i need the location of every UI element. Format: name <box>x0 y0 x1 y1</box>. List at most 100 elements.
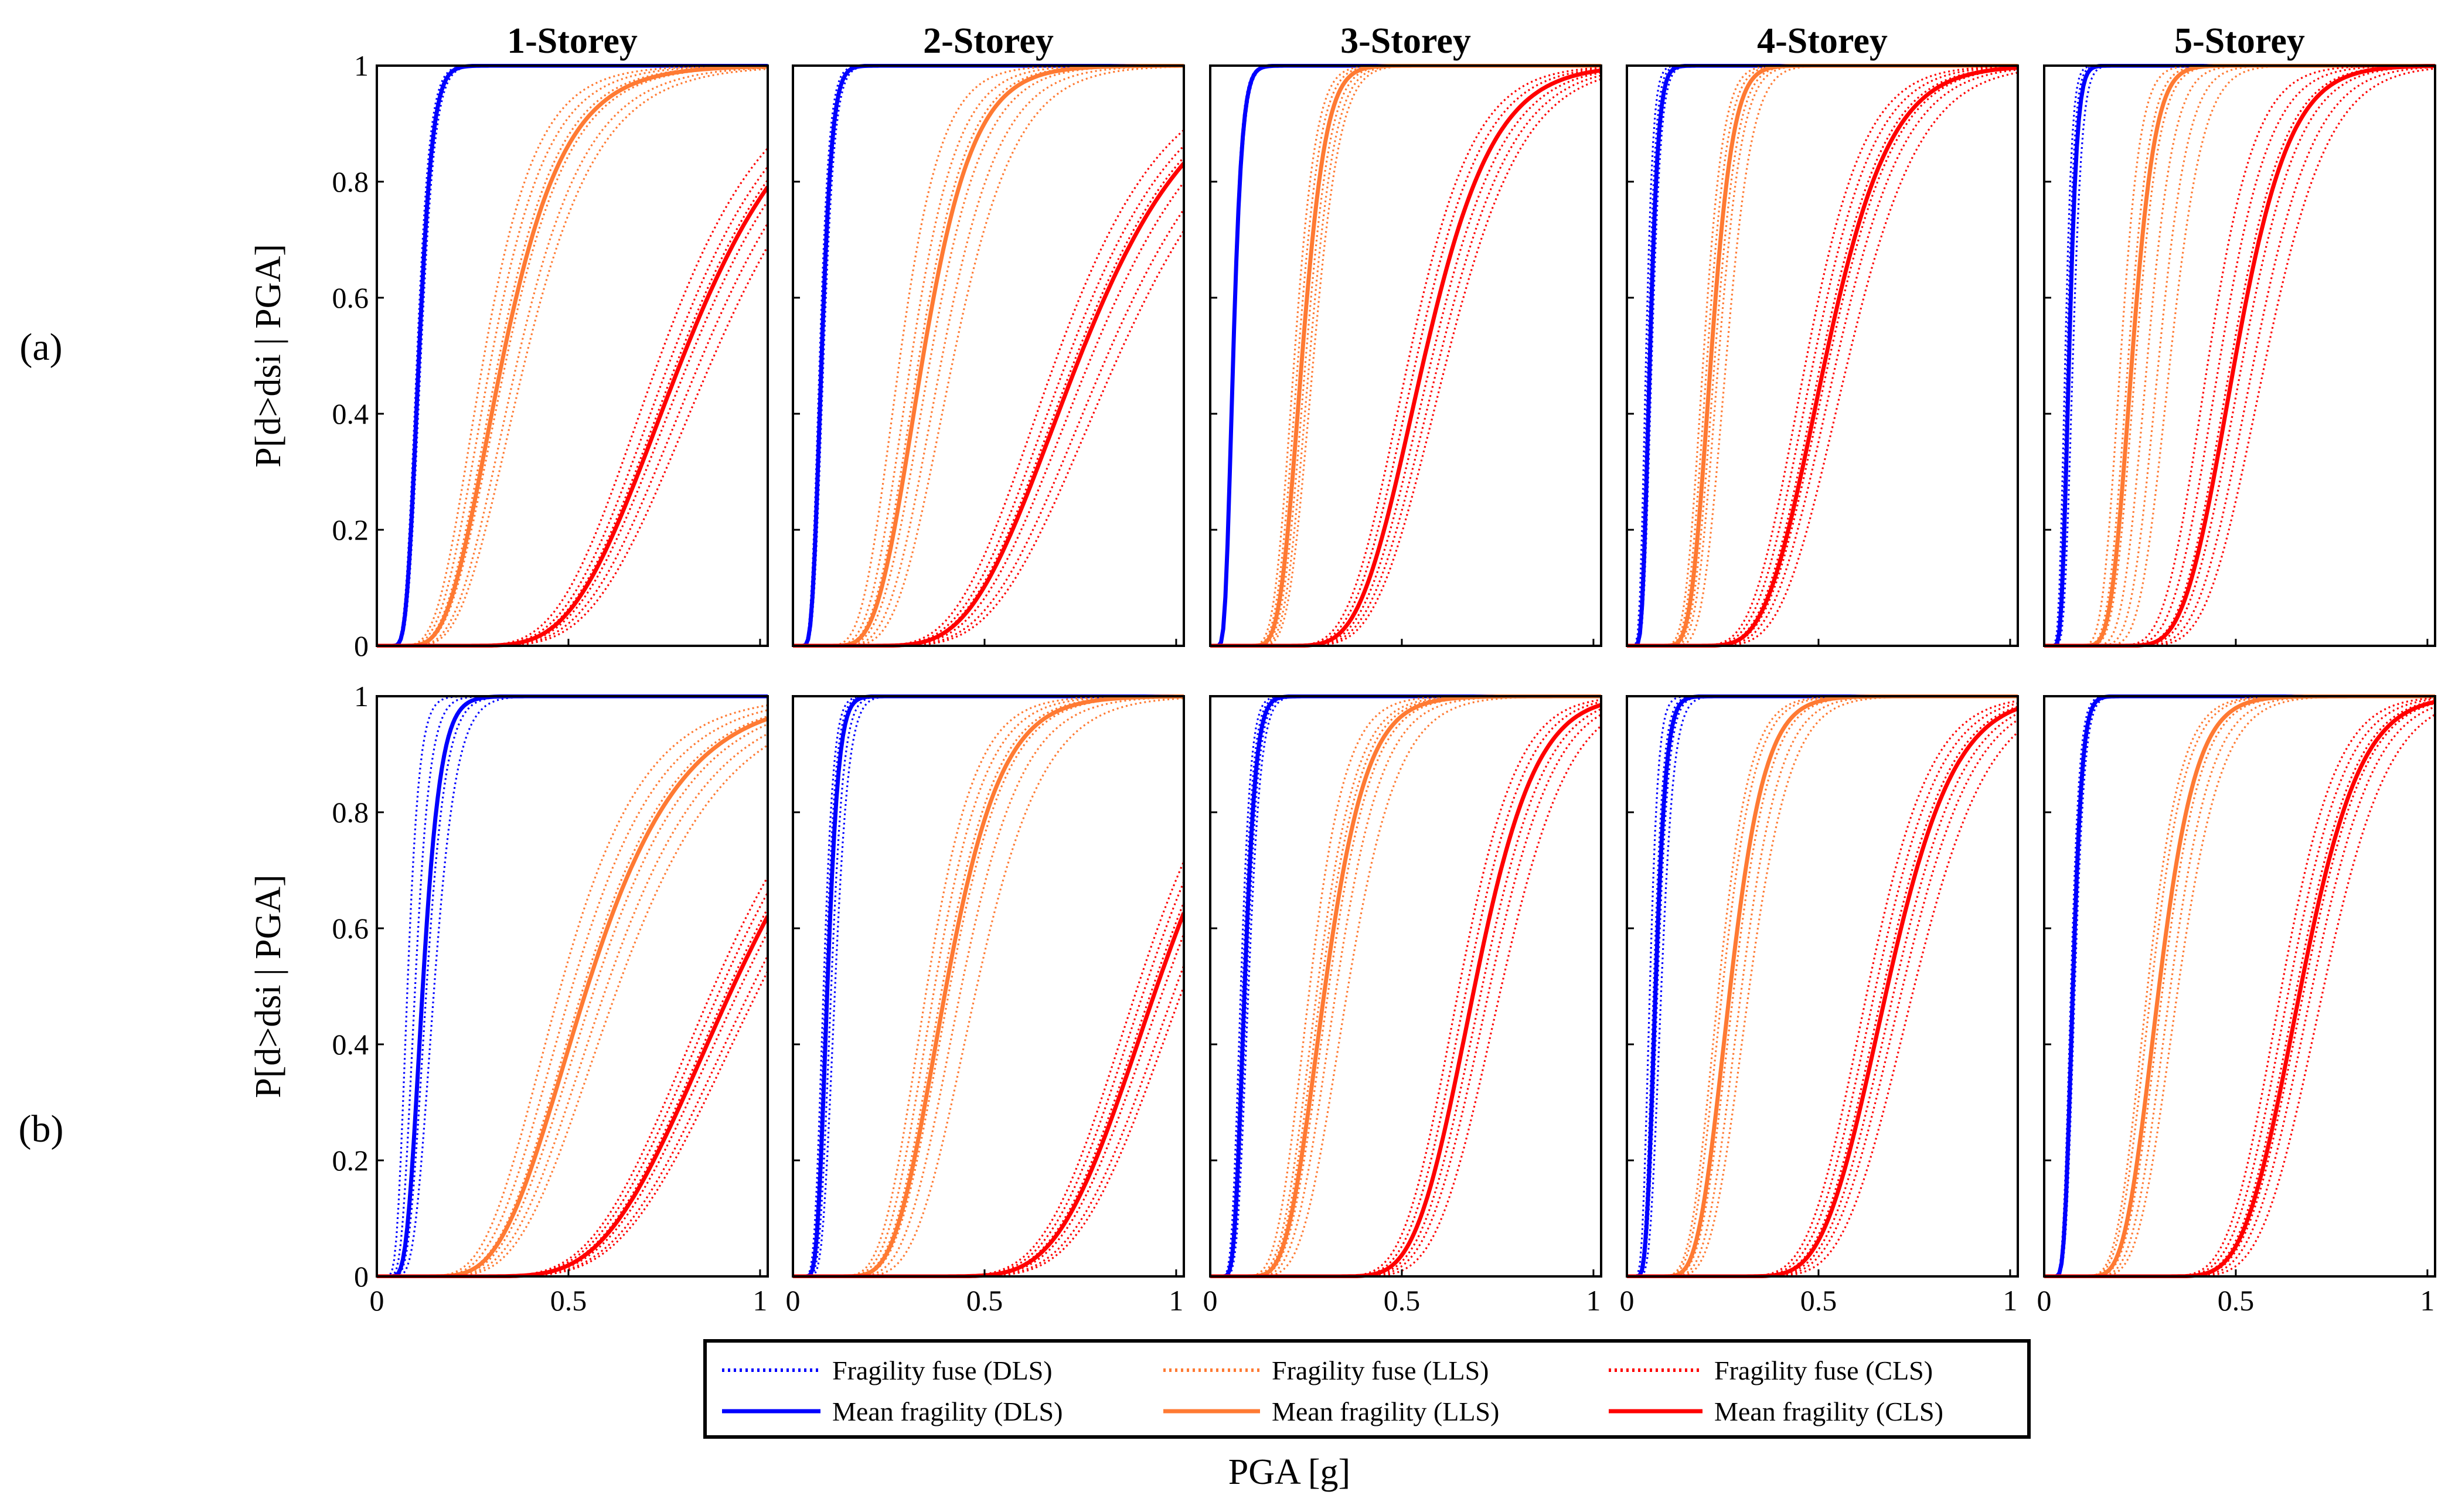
x-tick-label: 0 <box>786 1284 801 1317</box>
fuse-curve-cls-1 <box>377 147 768 647</box>
fuse-curve-cls-2 <box>377 892 768 1278</box>
fuse-curve-cls-6 <box>2044 67 2435 647</box>
fuse-curve-dls-5 <box>1210 695 1601 1278</box>
x-tick-label: 0 <box>1620 1284 1635 1317</box>
fuse-curve-cls-2 <box>793 145 1184 647</box>
x-tick-label: 1 <box>1586 1284 1601 1317</box>
y-tick-label: 0.8 <box>332 165 369 198</box>
fuse-curve-cls-6 <box>2044 713 2435 1278</box>
axes-frame <box>1209 64 1602 647</box>
y-tick-label: 0 <box>354 629 369 662</box>
y-axis-label-a: P[d>dsi | PGA] <box>248 244 288 468</box>
x-tick-label: 0.5 <box>966 1284 1003 1317</box>
axes-frame <box>2043 64 2436 647</box>
fuse-curve-dls-1 <box>377 695 768 1278</box>
panel-a-2: 2-Storey <box>792 21 1185 648</box>
fuse-curve-lls-5 <box>793 696 1184 1278</box>
panel-b-1: 0 0.2 0.4 0.6 0.8 1 0 0.5 1 <box>332 680 769 1317</box>
y-tick-label: 0.6 <box>332 281 369 314</box>
panel-a-3: 3-Storey <box>1209 21 1602 648</box>
fuse-curve-cls-5 <box>2044 66 2435 647</box>
panel-b-5: 0 0.5 1 <box>2037 694 2436 1317</box>
plot-area <box>2044 696 2435 1276</box>
y-tick-label: 0 <box>354 1260 369 1293</box>
x-tick-label: 0 <box>1203 1284 1218 1317</box>
axes-frame <box>376 64 769 647</box>
mean-curve-lls <box>377 64 768 648</box>
fuse-curve-cls-5 <box>1627 69 2018 647</box>
plot-area <box>377 696 768 1276</box>
axes-frame <box>1626 64 2019 647</box>
fuse-curve-lls-3 <box>793 695 1184 1278</box>
panel-grid: 0 0.2 0.4 0.6 0.8 1 1-Storey 2-Storey 3-Storey 4-… <box>332 21 2436 1317</box>
x-axis-label: PGA [g] <box>1228 1452 1350 1492</box>
fuse-curve-cls-5 <box>1210 74 1601 647</box>
y-tick-label: 0.2 <box>332 1144 369 1177</box>
fuse-curve-lls-2 <box>2044 64 2435 647</box>
fuse-curve-lls-1 <box>1210 64 1601 647</box>
fuse-curve-cls-4 <box>1627 67 2018 647</box>
fuse-curve-cls-5 <box>2044 706 2435 1278</box>
x-tick-label: 0.5 <box>550 1284 587 1317</box>
x-tick-label: 1 <box>2003 1284 2017 1317</box>
fuse-curve-cls-5 <box>377 223 768 647</box>
fuse-curve-cls-3 <box>793 156 1184 647</box>
x-tick-label: 0 <box>2037 1284 2052 1317</box>
axes-frame <box>1626 695 2019 1278</box>
plot-area <box>1627 66 2018 646</box>
fuse-curve-dls-4 <box>793 695 1184 1278</box>
fuse-curve-lls-6 <box>2044 695 2435 1278</box>
legend-entry-mean-dls: Mean fragility (DLS) <box>832 1397 1063 1426</box>
fuse-curve-cls-6 <box>1210 78 1601 647</box>
fuse-curve-cls-1 <box>1210 699 1601 1278</box>
panel-b-3: 0 0.5 1 <box>1203 694 1602 1317</box>
y-axis-label-b: P[d>dsi | PGA] <box>248 874 288 1098</box>
y-tick-label: 0.8 <box>332 796 369 829</box>
fuse-curve-cls-1 <box>1210 66 1601 647</box>
fuse-curve-dls-2 <box>377 695 768 1278</box>
plot-area <box>1210 66 1601 646</box>
plot-area <box>1210 696 1601 1276</box>
fuse-curve-lls-6 <box>377 68 768 647</box>
panel-a-4: 4-Storey <box>1626 21 2019 648</box>
x-tick-label: 0.5 <box>1800 1284 1837 1317</box>
plot-area <box>2044 66 2435 646</box>
x-tick-label: 1 <box>2420 1284 2434 1317</box>
fuse-curve-lls-6 <box>793 65 1184 647</box>
fuse-curve-cls-4 <box>2044 65 2435 647</box>
axes-frame <box>2043 695 2436 1278</box>
axes-frame <box>792 695 1185 1278</box>
y-tick-label: 0.4 <box>332 1028 369 1061</box>
panel-b-2: 0 0.5 1 <box>786 694 1185 1317</box>
fuse-curve-cls-5 <box>1627 719 2018 1278</box>
fuse-curve-cls-2 <box>1210 701 1601 1278</box>
fuse-curve-lls-2 <box>1210 695 1601 1278</box>
x-tick-label: 0 <box>370 1284 384 1317</box>
column-title: 4-Storey <box>1757 21 1888 61</box>
fuse-curve-cls-5 <box>793 965 1184 1278</box>
fuse-curve-lls-5 <box>377 67 768 647</box>
fuse-curve-cls-2 <box>1210 67 1601 647</box>
legend-entry-fuse-cls: Fragility fuse (CLS) <box>1714 1356 1933 1385</box>
y-tick-label: 0.4 <box>332 397 369 430</box>
fuse-curve-lls-5 <box>1210 695 1601 1278</box>
x-tick-label: 1 <box>752 1284 767 1317</box>
column-title: 3-Storey <box>1340 21 1471 61</box>
fuse-curve-lls-5 <box>377 733 768 1278</box>
fuse-curve-cls-2 <box>793 881 1184 1278</box>
fuse-curve-lls-6 <box>1210 64 1601 647</box>
fuse-curve-lls-2 <box>377 65 768 647</box>
fuse-curve-lls-2 <box>377 709 768 1278</box>
x-tick-label: 1 <box>1169 1284 1183 1317</box>
fuse-curve-lls-1 <box>793 64 1184 647</box>
fuse-curve-cls-3 <box>2044 700 2435 1278</box>
axes-frame <box>792 64 1185 647</box>
legend-entry-mean-cls: Mean fragility (CLS) <box>1714 1397 1943 1426</box>
column-title: 1-Storey <box>507 21 638 61</box>
fuse-curve-cls-4 <box>793 933 1184 1278</box>
fuse-curve-lls-4 <box>2044 64 2435 647</box>
fuse-curve-lls-6 <box>377 744 768 1278</box>
plot-area <box>793 66 1184 646</box>
fuse-curve-cls-5 <box>1210 713 1601 1278</box>
